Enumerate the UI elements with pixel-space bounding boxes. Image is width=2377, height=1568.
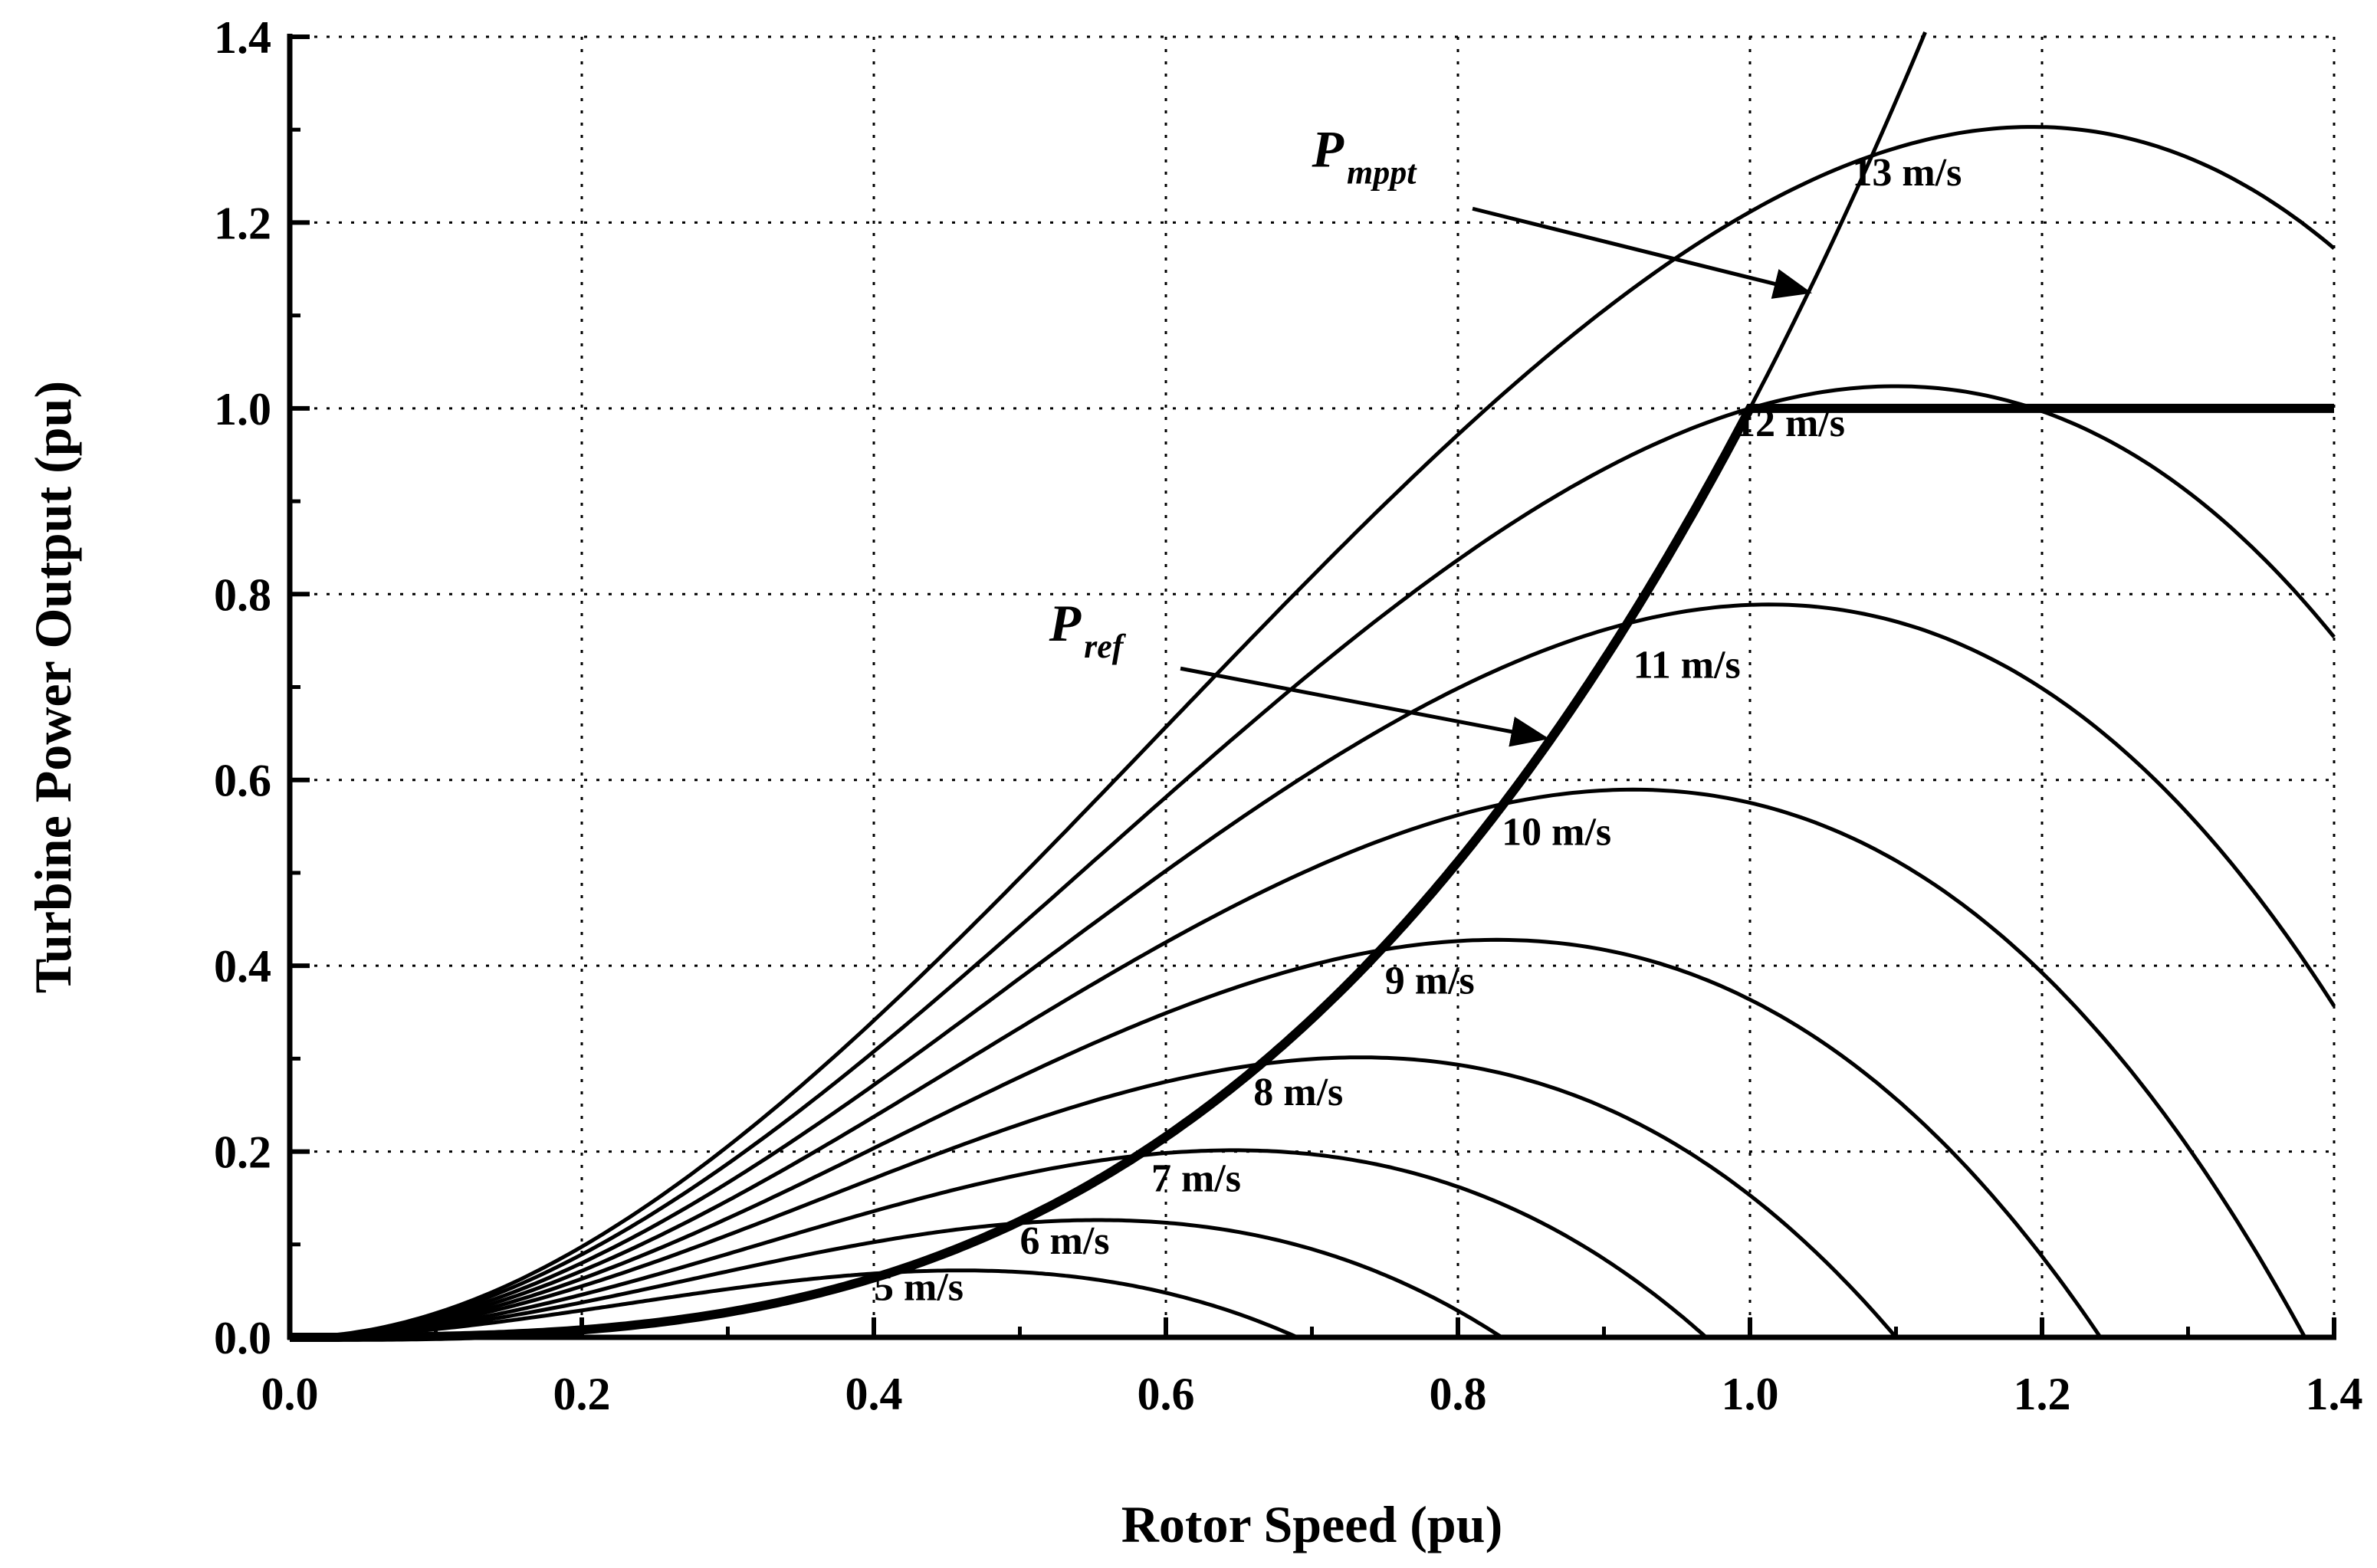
curve-5m-s: [290, 1268, 1298, 1340]
x-axis-title: Rotor Speed (pu): [1121, 1495, 1502, 1553]
x-tick-label: 0.6: [1138, 1369, 1195, 1419]
pref-label-main: P: [1049, 594, 1082, 652]
curve-9m-s: [290, 937, 2103, 1340]
x-tick-label: 1.2: [2014, 1369, 2071, 1419]
curve-label: 8 m/s: [1253, 1071, 1343, 1114]
y-tick-label: 0.8: [214, 569, 271, 620]
curve-8m-s: [290, 1055, 1898, 1340]
grid: [290, 35, 2336, 1337]
curve-13m-s: [289, 125, 2336, 1340]
x-tick-label: 0.4: [845, 1369, 903, 1419]
pmppt-label: Pmppt: [1312, 120, 1418, 192]
x-tick-label: 1.4: [2306, 1369, 2363, 1419]
curve-label: 11 m/s: [1633, 643, 1741, 687]
x-tick-label: 0.0: [261, 1369, 319, 1419]
curve-label: 10 m/s: [1502, 811, 1611, 855]
ticks: 0.0 0.2 0.4 0.6 0.8 1.0 1.2 1.4 0.0 0.2 0.4 0.6 0.8 1…: [214, 12, 2363, 1419]
y-tick-label: 1.2: [214, 198, 271, 248]
pmppt-label-sub: mppt: [1347, 154, 1417, 192]
y-tick-label: 0.6: [214, 756, 271, 806]
x-tick-label: 1.0: [1722, 1369, 1779, 1419]
pmppt-label-main: P: [1312, 120, 1344, 179]
pref-label-sub: ref: [1084, 628, 1127, 665]
curves: 5 m/s6 m/s7 m/s8 m/s9 m/s10 m/s11 m/s12 …: [289, 31, 2336, 1342]
pref-label: Pref: [1049, 594, 1127, 665]
y-tick-label: 0.0: [214, 1313, 271, 1363]
x-tick-label: 0.8: [1430, 1369, 1487, 1419]
pref-curve: [290, 403, 2335, 1342]
y-tick-label: 1.4: [214, 12, 271, 63]
curve-7m-s: [290, 1148, 1708, 1340]
curve-label: 6 m/s: [1020, 1219, 1110, 1263]
x-tick-label: 0.2: [553, 1369, 611, 1419]
pmppt-arrow: [1472, 206, 1813, 299]
y-tick-label: 0.4: [214, 941, 271, 992]
curve-10m-s: [289, 787, 2307, 1340]
curve-12m-s: [289, 384, 2336, 1340]
y-tick-label: 1.0: [214, 384, 271, 435]
curve-6m-s: [290, 1218, 1503, 1340]
curve-label: 7 m/s: [1151, 1157, 1241, 1201]
curve-label: 9 m/s: [1385, 959, 1475, 1003]
curve-label: 13 m/s: [1852, 151, 1962, 195]
pref-arrow: [1180, 666, 1550, 747]
curve-11m-s: [289, 602, 2336, 1340]
y-tick-label: 0.2: [214, 1127, 271, 1178]
y-axis-title: Turbine Power Output (pu): [24, 381, 82, 993]
axes: [287, 34, 2336, 1340]
